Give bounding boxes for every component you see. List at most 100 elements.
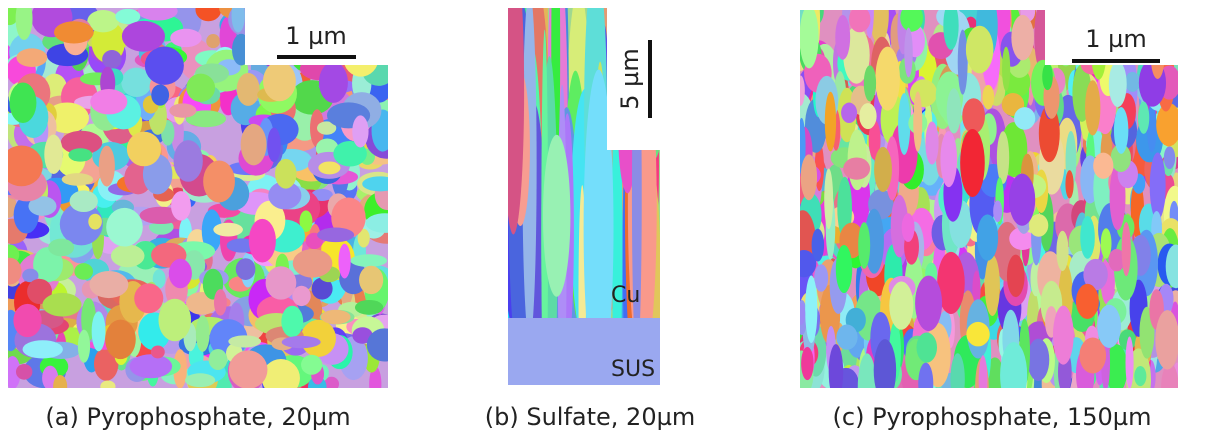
grain	[359, 266, 383, 294]
grain	[185, 373, 215, 387]
grain	[1085, 80, 1100, 135]
grain	[1043, 0, 1059, 36]
grain	[1109, 61, 1127, 107]
grain	[89, 271, 128, 298]
grain	[203, 160, 235, 202]
grain	[1011, 15, 1034, 60]
grain	[106, 208, 143, 247]
grain	[962, 98, 985, 133]
region-label: Cu	[611, 283, 640, 308]
scale-bar-label: 1 µm	[285, 22, 347, 50]
grain	[801, 347, 813, 380]
grain	[355, 300, 383, 315]
grain	[236, 258, 256, 280]
grain	[10, 82, 37, 123]
grain	[229, 350, 268, 388]
grain	[805, 276, 817, 344]
grain	[99, 146, 115, 187]
grain	[171, 191, 191, 220]
grain	[122, 21, 165, 52]
grain	[950, 353, 964, 405]
grain	[979, 355, 988, 406]
grain	[1148, 0, 1161, 39]
grain	[1046, 15, 1066, 50]
grain	[353, 21, 393, 52]
grain	[158, 299, 191, 341]
grain	[915, 276, 942, 331]
grain	[92, 311, 106, 351]
grain	[947, 88, 961, 133]
grain	[1093, 153, 1113, 179]
grain	[16, 364, 32, 380]
grain	[904, 28, 912, 78]
grain	[1053, 306, 1074, 365]
grain	[943, 1, 958, 50]
grain	[1166, 245, 1186, 289]
grain	[966, 26, 993, 74]
grain	[241, 124, 267, 166]
grain	[243, 14, 276, 48]
grain	[801, 154, 817, 200]
grain	[368, 0, 387, 26]
grain	[824, 168, 833, 229]
grain	[13, 304, 41, 337]
grain	[1049, 0, 1076, 42]
grain	[900, 4, 923, 32]
grain	[354, 39, 381, 57]
grain	[985, 255, 1000, 316]
grain	[849, 6, 871, 32]
grain	[800, 5, 819, 68]
grain	[293, 249, 333, 278]
grain	[835, 15, 850, 60]
grain	[966, 322, 989, 346]
grain	[864, 65, 876, 101]
grain	[1034, 3, 1048, 69]
figure: 1 µm 5 µm 1 µm Cu SUS (a) Pyrophosphate,…	[0, 0, 1228, 441]
grain	[993, 200, 1002, 222]
grain	[338, 244, 350, 279]
grain	[1138, 102, 1149, 134]
grain	[170, 29, 201, 47]
grain	[910, 79, 937, 107]
grain	[1029, 214, 1048, 237]
grain	[1000, 342, 1027, 408]
grain	[859, 103, 876, 129]
grain	[960, 129, 985, 197]
grain	[1007, 255, 1025, 298]
scale-bar-label: 5 µm	[616, 48, 644, 110]
grain	[352, 115, 368, 147]
grain	[378, 27, 398, 42]
grain	[232, 34, 251, 66]
grain	[263, 49, 277, 67]
region-label: SUS	[611, 357, 655, 382]
grain	[1161, 0, 1185, 39]
grain	[68, 148, 92, 161]
grain	[262, 359, 300, 397]
grain	[44, 134, 63, 174]
grain	[362, 176, 397, 191]
grain	[889, 281, 913, 329]
grain	[62, 173, 93, 186]
grain	[281, 306, 303, 338]
grain	[913, 91, 922, 151]
grain	[100, 381, 115, 393]
grain	[642, 7, 664, 160]
grain	[1155, 310, 1179, 369]
grain	[266, 0, 282, 32]
grain	[1122, 222, 1131, 276]
grain	[925, 122, 938, 165]
grain	[829, 344, 843, 399]
grain	[130, 354, 173, 378]
grain	[812, 229, 824, 262]
grain	[214, 289, 227, 316]
grain	[206, 34, 220, 48]
caption: (b) Sulfate, 20µm	[485, 403, 695, 431]
grain	[1161, 363, 1179, 412]
grain	[42, 293, 81, 317]
grain	[916, 332, 937, 362]
grain	[1126, 336, 1134, 388]
grain	[266, 266, 297, 299]
caption: (c) Pyrophosphate, 150µm	[833, 403, 1152, 431]
grain	[814, 264, 828, 292]
grain	[88, 214, 102, 230]
